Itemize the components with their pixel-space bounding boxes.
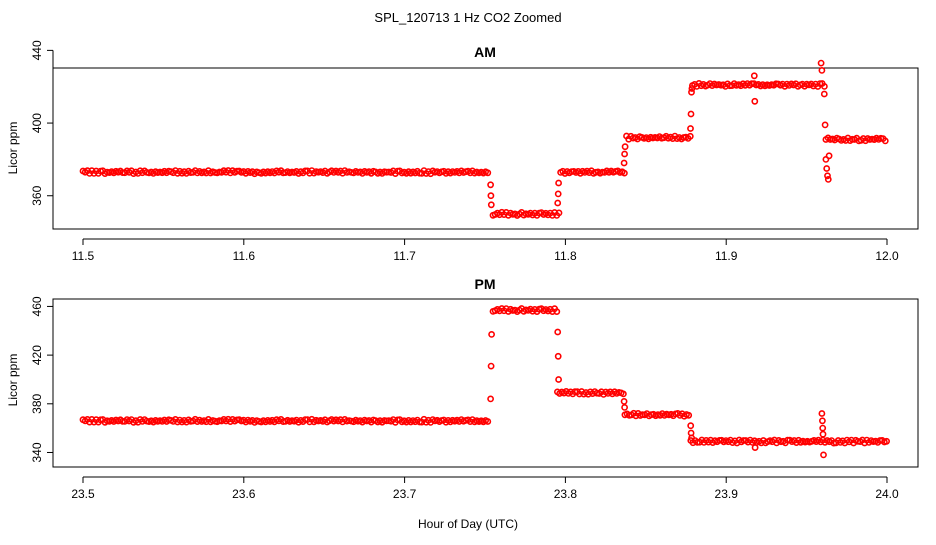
panel-pm-x-tick-label: 23.9 bbox=[715, 487, 739, 501]
data-point bbox=[487, 201, 495, 209]
data-point bbox=[823, 165, 831, 172]
data-point bbox=[751, 97, 759, 105]
x-axis-label: Hour of Day (UTC) bbox=[418, 517, 518, 531]
panel-am-y-tick-label: 440 bbox=[30, 40, 44, 60]
data-point bbox=[487, 181, 494, 189]
panel-pm-title: PM bbox=[475, 276, 496, 292]
panel-pm-y-tick-label: 420 bbox=[30, 345, 44, 365]
data-point bbox=[750, 72, 758, 80]
panel-am-x-tick-label: 11.8 bbox=[554, 249, 577, 263]
chart-title: SPL_120713 1 Hz CO2 Zoomed bbox=[374, 10, 561, 25]
data-point bbox=[820, 451, 827, 459]
data-point bbox=[555, 179, 562, 187]
data-point bbox=[688, 434, 695, 442]
panel-pm-x-tick-label: 23.5 bbox=[71, 487, 95, 501]
panel-am-x-tick-label: 11.5 bbox=[72, 249, 95, 263]
panel-pm-y-tick-label: 460 bbox=[30, 296, 44, 316]
data-point bbox=[554, 190, 562, 198]
panel-am-segment-4 bbox=[689, 80, 828, 90]
data-point bbox=[751, 444, 759, 451]
data-point bbox=[621, 150, 628, 158]
panel-am-x-tick-label: 11.6 bbox=[233, 249, 256, 263]
data-point bbox=[484, 169, 492, 177]
panel-am-segment-2 bbox=[557, 167, 628, 177]
panel-pm-axes: 23.5 23.6 23.7 23.8 23.9 24.0 340 380 420 460 bbox=[30, 296, 899, 501]
panel-am-axes: 11.5 11.6 11.7 11.8 11.9 12.0 360 400 440 bbox=[30, 40, 899, 263]
panel-pm-segment-4 bbox=[687, 436, 890, 447]
data-point bbox=[620, 390, 627, 398]
panel-am-ylabel: Licor ppm bbox=[6, 122, 20, 175]
data-point bbox=[487, 395, 494, 403]
data-point bbox=[825, 152, 833, 160]
panel-am-points bbox=[79, 59, 889, 219]
panel-am-segment-1 bbox=[489, 208, 563, 219]
data-point bbox=[883, 437, 890, 445]
data-point bbox=[687, 110, 695, 118]
data-point bbox=[824, 172, 831, 180]
panel-pm-segment-1 bbox=[489, 305, 561, 315]
data-point bbox=[817, 59, 825, 67]
panel-am: AM Licor ppm 11.5 11.6 11.7 11.8 11.9 12.0 360… bbox=[6, 40, 919, 263]
data-point bbox=[554, 352, 562, 360]
panel-am-title: AM bbox=[474, 44, 496, 60]
panel-pm-ylabel: Licor ppm bbox=[6, 354, 20, 407]
data-point bbox=[819, 424, 827, 432]
panel-pm-x-tick-label: 23.7 bbox=[393, 487, 417, 501]
panel-pm-segment-2 bbox=[554, 387, 627, 398]
data-point bbox=[685, 411, 693, 419]
panel-am-segment-3 bbox=[623, 132, 694, 143]
panel-pm-x-tick-label: 23.8 bbox=[554, 487, 578, 501]
data-point bbox=[819, 430, 827, 438]
panel-pm-x-tick-label: 23.6 bbox=[232, 487, 256, 501]
data-point bbox=[687, 125, 694, 132]
data-point bbox=[555, 209, 563, 217]
panel-pm-points bbox=[79, 305, 890, 459]
panel-am-y-tick-label: 360 bbox=[30, 185, 44, 205]
data-point bbox=[824, 175, 832, 183]
data-point bbox=[686, 132, 694, 140]
panel-pm-segment-0 bbox=[79, 415, 492, 426]
panel-pm-segment-3 bbox=[621, 409, 693, 420]
data-point bbox=[621, 403, 628, 411]
data-point bbox=[488, 330, 495, 338]
data-point bbox=[554, 328, 562, 336]
data-point bbox=[688, 88, 695, 96]
data-point bbox=[487, 192, 495, 200]
panel-am-segment-5 bbox=[822, 134, 889, 145]
data-point bbox=[821, 83, 828, 90]
data-point bbox=[687, 422, 695, 430]
data-point bbox=[819, 417, 826, 425]
data-point bbox=[820, 90, 828, 98]
panel-pm: PM Licor ppm 23.5 23.6 23.7 23.8 23.9 24.0 340… bbox=[6, 276, 919, 501]
panel-am-segment-0 bbox=[79, 167, 492, 178]
data-point bbox=[621, 143, 629, 151]
panel-am-y-tick-label: 400 bbox=[30, 113, 44, 133]
panel-am-x-tick-label: 11.7 bbox=[393, 249, 416, 263]
data-point bbox=[484, 418, 492, 425]
data-point bbox=[555, 376, 562, 383]
data-point bbox=[881, 137, 889, 145]
panel-am-x-tick-label: 11.9 bbox=[715, 249, 738, 263]
panel-pm-y-tick-label: 340 bbox=[30, 442, 44, 462]
data-point bbox=[553, 308, 561, 315]
data-point bbox=[688, 85, 696, 92]
data-point bbox=[487, 362, 495, 370]
data-point bbox=[818, 410, 826, 417]
data-point bbox=[821, 121, 829, 129]
data-point bbox=[620, 397, 628, 405]
data-point bbox=[621, 169, 628, 177]
data-point bbox=[620, 159, 628, 167]
panel-am-x-tick-label: 12.0 bbox=[875, 249, 899, 263]
panel-am-frame bbox=[52, 67, 919, 230]
panel-pm-y-tick-label: 380 bbox=[30, 393, 44, 413]
panel-pm-x-tick-label: 24.0 bbox=[875, 487, 899, 501]
data-point bbox=[818, 67, 826, 74]
data-point bbox=[554, 199, 562, 207]
